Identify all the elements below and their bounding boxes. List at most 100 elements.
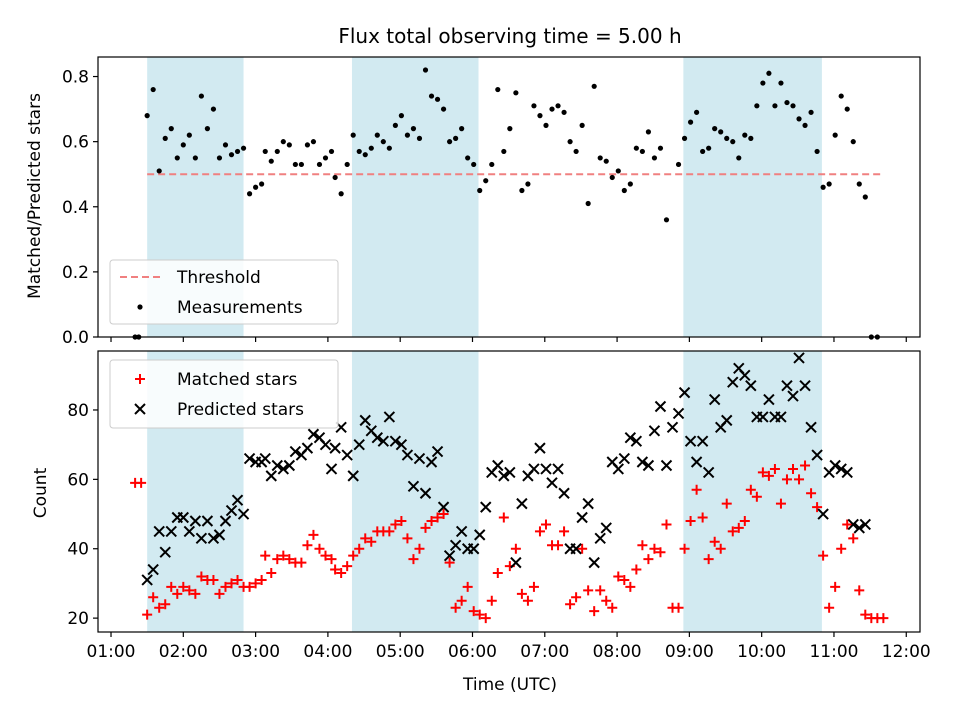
matched-stars-point	[284, 554, 295, 565]
matched-stars-point	[492, 568, 503, 579]
predicted-stars-point	[283, 459, 296, 472]
measurement-point	[495, 86, 501, 93]
matched-stars-point	[250, 578, 261, 589]
matched-stars-point	[320, 550, 331, 561]
predicted-stars-point	[329, 442, 341, 454]
predicted-stars-point	[213, 529, 226, 541]
matched-stars-point	[474, 609, 485, 620]
matched-stars-point	[721, 498, 732, 509]
measurement-point	[240, 145, 247, 151]
x-tick-label: 01:00	[87, 642, 136, 662]
measurement-point	[766, 70, 772, 76]
measurement-point	[180, 142, 186, 148]
measurement-point	[663, 217, 670, 223]
predicted-stars-point	[708, 393, 721, 406]
measurement-point	[633, 145, 639, 151]
predicted-stars-point	[835, 463, 847, 475]
measurement-point	[844, 106, 850, 112]
matched-stars-point	[266, 568, 277, 579]
matched-stars-point	[220, 581, 231, 592]
x-tick-label: 12:00	[882, 642, 931, 662]
measurement-point	[150, 86, 156, 93]
predicted-stars-point	[600, 522, 612, 534]
measurement-point	[234, 148, 241, 155]
predicted-stars-point	[582, 497, 594, 510]
predicted-stars-point	[793, 352, 805, 364]
matched-stars-point	[673, 602, 684, 613]
bottom-y-tick-label: 80	[67, 401, 89, 421]
predicted-stars-point	[510, 556, 522, 569]
matched-stars-point	[348, 550, 359, 561]
x-tick-label: 11:00	[809, 642, 858, 662]
measurement-point	[814, 148, 820, 155]
measurement-point	[204, 126, 211, 132]
measurement-point	[280, 139, 286, 145]
predicted-stars-point	[359, 414, 371, 427]
measurement-point	[374, 132, 380, 138]
measurement-point	[350, 132, 356, 138]
matched-stars-point	[727, 526, 738, 537]
matched-stars-point	[342, 561, 353, 572]
measurement-point	[262, 148, 268, 155]
matched-stars-point	[154, 602, 165, 613]
measurement-point	[471, 161, 477, 168]
measurement-point	[850, 139, 856, 145]
measurement-point	[856, 181, 862, 187]
predicted-stars-point	[219, 515, 232, 527]
legend-matched-label: Matched stars	[177, 370, 297, 390]
matched-stars-point	[136, 477, 147, 488]
top-y-tick-label: 0.2	[62, 263, 89, 283]
predicted-stars-point	[702, 466, 715, 479]
matched-stars-point	[444, 557, 455, 568]
predicted-stars-point	[721, 414, 733, 427]
matched-stars-point	[256, 574, 267, 585]
predicted-stars-point	[474, 529, 486, 541]
measurement-point	[597, 155, 603, 161]
measurement-point	[292, 161, 298, 168]
matched-stars-point	[302, 540, 313, 551]
measurement-point	[742, 132, 748, 138]
matched-stars-point	[414, 543, 425, 554]
measurement-point	[573, 148, 579, 155]
matched-stars-point	[625, 581, 636, 592]
predicted-stars-point	[183, 525, 196, 538]
matched-stars-point	[450, 602, 461, 613]
matched-stars-point	[836, 543, 847, 554]
matched-stars-point	[390, 519, 401, 530]
measurement-point	[198, 93, 204, 99]
predicted-stars-point	[745, 379, 757, 392]
legend-predicted-swatch	[134, 403, 146, 415]
matched-stars-point	[619, 574, 630, 585]
x-tick-label: 10:00	[737, 642, 786, 662]
matched-stars-point	[745, 484, 756, 495]
measurement-point	[162, 135, 168, 141]
measurement-point	[531, 103, 537, 109]
measurement-point	[754, 103, 760, 109]
measurement-point	[186, 132, 192, 138]
matched-stars-point	[763, 470, 774, 481]
predicted-stars-point	[389, 435, 402, 447]
matched-stars-point	[739, 515, 750, 526]
measurement-point	[687, 119, 694, 125]
predicted-stars-point	[660, 459, 673, 472]
measurement-point	[519, 187, 525, 194]
measurement-point	[579, 122, 585, 128]
predicted-stars-point	[319, 438, 332, 451]
measurement-point	[216, 155, 223, 161]
predicted-stars-point	[201, 515, 214, 527]
measurement-point	[368, 145, 374, 151]
legend-predicted-label: Predicted stars	[177, 400, 304, 420]
measurement-point	[657, 145, 664, 151]
matched-stars-point	[830, 581, 841, 592]
measurement-point	[192, 155, 198, 161]
matched-stars-point	[703, 554, 714, 565]
measurement-point	[724, 135, 730, 141]
measurement-point	[392, 122, 398, 128]
predicted-stars-point	[413, 452, 426, 465]
measurement-point	[156, 168, 162, 174]
matched-stars-point	[326, 554, 337, 565]
measurement-point	[772, 103, 778, 109]
matched-stars-point	[522, 595, 533, 606]
legend-measurements-swatch	[137, 304, 143, 310]
measurement-point	[706, 145, 712, 151]
